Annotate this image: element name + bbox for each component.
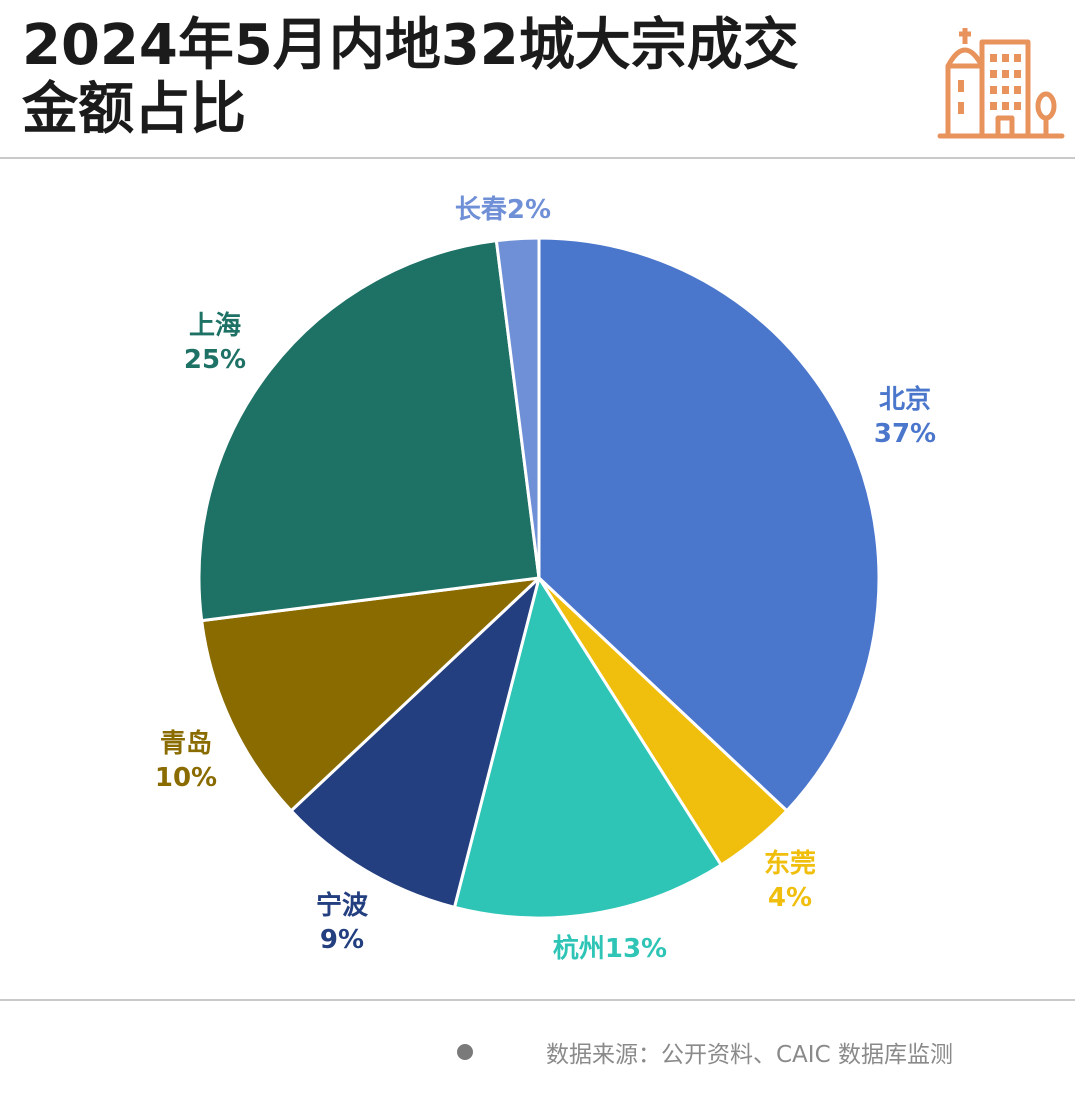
- slice-label-7: 长春2%: [455, 195, 551, 225]
- pie-slice-5: [200, 576, 541, 813]
- title-line-2: 金额占比: [22, 77, 246, 142]
- source-note: 数据来源：公开资料、CAIC 数据库监测: [546, 1042, 953, 1068]
- title-line-1: 2024年5月内地32城大宗成交: [22, 13, 799, 78]
- pie-labels: 北京 37% 东莞 4% 杭州13% 宁波 9% 青岛 10% 上海 25% 长春2%: [155, 195, 936, 964]
- pie-slice-4: [289, 576, 541, 909]
- slice-label-1: 北京 37%: [874, 384, 936, 449]
- pie-slices: [197, 236, 881, 920]
- slice-label-6: 上海 25%: [184, 311, 246, 375]
- city-buildings-icon: [937, 28, 1065, 139]
- bottom-divider: [0, 999, 1075, 1001]
- slice-label-5: 青岛 10%: [155, 728, 217, 793]
- slice-label-3: 杭州13%: [553, 933, 667, 964]
- page-title: 2024年5月内地32城大宗成交 金额占比: [22, 14, 902, 142]
- pie-chart: 北京 37% 东莞 4% 杭州13% 宁波 9% 青岛 10% 上海 25% 长春2%: [155, 195, 936, 964]
- pie-slice-7: [494, 236, 541, 580]
- pie-slice-1: [537, 236, 881, 813]
- slice-label-2: 东莞 4%: [764, 848, 816, 913]
- bullet-icon: [457, 1044, 473, 1060]
- pie-slice-6: [197, 239, 541, 623]
- top-divider: [0, 157, 1075, 159]
- pie-slice-3: [452, 576, 723, 920]
- slice-label-4: 宁波 9%: [316, 890, 369, 955]
